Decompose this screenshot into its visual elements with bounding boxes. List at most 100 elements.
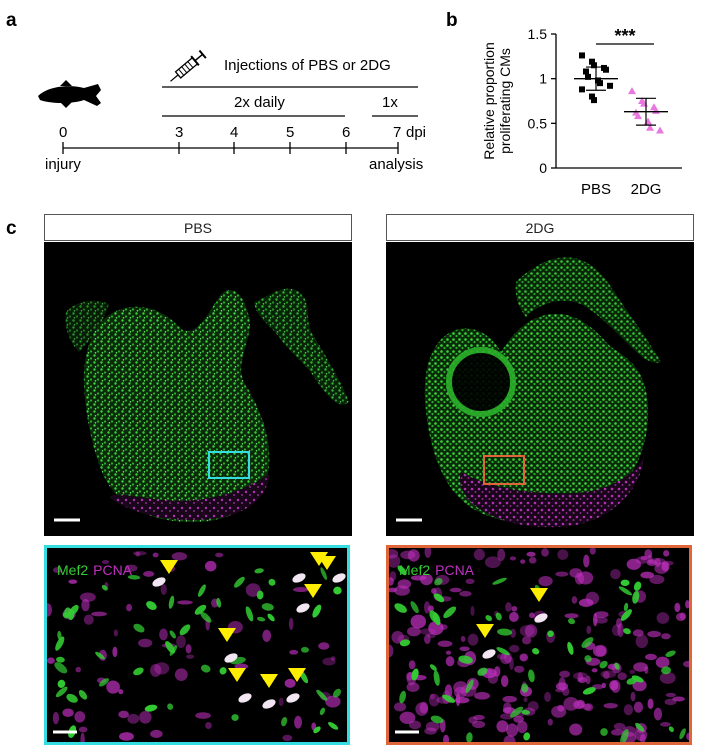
mef2-nucleus bbox=[620, 729, 629, 742]
mef2-nucleus bbox=[216, 597, 222, 608]
pcna-signal bbox=[118, 689, 124, 695]
pcna-signal bbox=[577, 677, 587, 683]
data-point-pbs bbox=[583, 68, 589, 75]
pcna-signal bbox=[661, 560, 674, 566]
pcna-signal bbox=[527, 701, 539, 712]
mef2-nucleus bbox=[66, 693, 78, 703]
pcna-signal bbox=[635, 634, 648, 649]
pcna-signal bbox=[445, 650, 452, 655]
pcna-signal bbox=[132, 551, 147, 556]
significance-label: *** bbox=[614, 26, 635, 46]
pcna-signal bbox=[500, 652, 512, 665]
pcna-signal bbox=[524, 624, 538, 638]
pcna-signal bbox=[429, 693, 435, 700]
daily-label: 2x daily bbox=[234, 94, 285, 111]
pcna-signal bbox=[410, 575, 427, 581]
mef2-nucleus bbox=[399, 639, 411, 647]
pcna-signal bbox=[602, 670, 610, 680]
pcna-signal bbox=[513, 715, 524, 723]
pcna-signal bbox=[318, 642, 330, 650]
mef2-nucleus bbox=[319, 707, 325, 716]
pcna-signal bbox=[647, 630, 661, 638]
pcna-signal bbox=[558, 677, 566, 691]
pcna-signal bbox=[389, 571, 397, 582]
pcna-signal bbox=[547, 718, 553, 726]
pcna-signal bbox=[150, 729, 163, 738]
mef2-nucleus bbox=[69, 604, 79, 616]
proliferating-cm bbox=[482, 649, 496, 659]
dg-overview-image bbox=[386, 242, 694, 536]
mef2-nucleus bbox=[64, 607, 72, 618]
tick-label-3: 3 bbox=[175, 124, 184, 141]
mef2-nucleus bbox=[200, 611, 212, 623]
pcna-signal bbox=[126, 603, 133, 612]
mef2-nucleus bbox=[411, 668, 419, 681]
mef2-nucleus bbox=[584, 655, 592, 663]
pcna-signal bbox=[484, 556, 501, 569]
mef2-nucleus bbox=[219, 667, 227, 675]
pcna-signal bbox=[453, 686, 467, 698]
pcna-signal bbox=[135, 551, 141, 557]
pcna-signal bbox=[569, 723, 583, 736]
mef2-nucleus bbox=[497, 628, 513, 636]
pcna-signal bbox=[557, 704, 565, 712]
proliferating-cm bbox=[238, 693, 252, 703]
pcna-signal bbox=[389, 587, 397, 593]
pcna-signal bbox=[644, 666, 649, 674]
pcna-signal bbox=[410, 614, 427, 629]
mef2-nucleus bbox=[410, 601, 419, 614]
mef2-nucleus bbox=[144, 704, 158, 712]
pcna-signal bbox=[633, 662, 648, 672]
mef2-nucleus bbox=[661, 666, 672, 675]
pcna-signal bbox=[645, 653, 657, 661]
data-point-pbs bbox=[589, 93, 595, 100]
pcna-signal bbox=[143, 571, 155, 577]
mef2-nucleus bbox=[254, 568, 264, 574]
mef2-nucleus bbox=[194, 604, 207, 615]
mef2-nucleus bbox=[268, 578, 276, 586]
arrowhead-icon bbox=[288, 668, 306, 682]
pcna-signal bbox=[640, 571, 654, 579]
pcna-signal bbox=[81, 598, 90, 612]
pcna-signal bbox=[449, 587, 462, 593]
data-point-2dg bbox=[644, 117, 652, 125]
injection-label: Injections of PBS or 2DG bbox=[224, 57, 391, 74]
pcna-signal bbox=[245, 583, 261, 597]
proliferating-cm bbox=[292, 573, 306, 583]
pcna-signal bbox=[630, 691, 636, 702]
dg-zoom-box bbox=[483, 455, 525, 485]
mef2-label: Mef2 bbox=[57, 562, 89, 578]
proliferating-cm bbox=[534, 613, 548, 623]
pcna-signal bbox=[585, 675, 591, 685]
data-point-pbs bbox=[585, 73, 591, 80]
mef2-nucleus bbox=[55, 636, 65, 651]
pcna-signal bbox=[282, 734, 293, 742]
mef2-nucleus bbox=[443, 606, 457, 619]
mef2-nucleus bbox=[256, 616, 266, 622]
pcna-signal bbox=[289, 649, 299, 655]
pcna-signal bbox=[424, 634, 431, 645]
mef2-nucleus bbox=[101, 584, 108, 591]
mef2-nucleus bbox=[582, 687, 596, 695]
pcna-signal bbox=[428, 693, 440, 707]
pcna-signal bbox=[408, 660, 416, 670]
mef2-nucleus bbox=[477, 667, 488, 676]
pcna-signal bbox=[176, 635, 186, 649]
dg-zoom-label: Mef2 PCNA bbox=[399, 562, 479, 578]
arrowhead-icon bbox=[318, 556, 336, 570]
pcna-signal bbox=[592, 645, 607, 657]
mef2-nucleus bbox=[618, 586, 633, 596]
proliferating-cm bbox=[332, 573, 346, 583]
data-point-2dg bbox=[628, 87, 636, 95]
pcna-signal bbox=[185, 644, 192, 654]
y-axis-label: Relative proportionproliferating CMs bbox=[481, 42, 513, 160]
pcna-signal bbox=[609, 680, 619, 691]
pcna-signal bbox=[234, 663, 249, 670]
mef2-nucleus bbox=[57, 679, 66, 688]
proliferating-cm bbox=[224, 653, 238, 663]
pcna-signal bbox=[632, 679, 647, 692]
pcna-signal bbox=[510, 628, 516, 638]
pcna-signal bbox=[473, 714, 485, 721]
pcna-signal bbox=[397, 579, 412, 589]
proliferation-chart: 0 0.5 1 1.5 PBS 2DG Relative proportionprolife… bbox=[481, 26, 682, 198]
